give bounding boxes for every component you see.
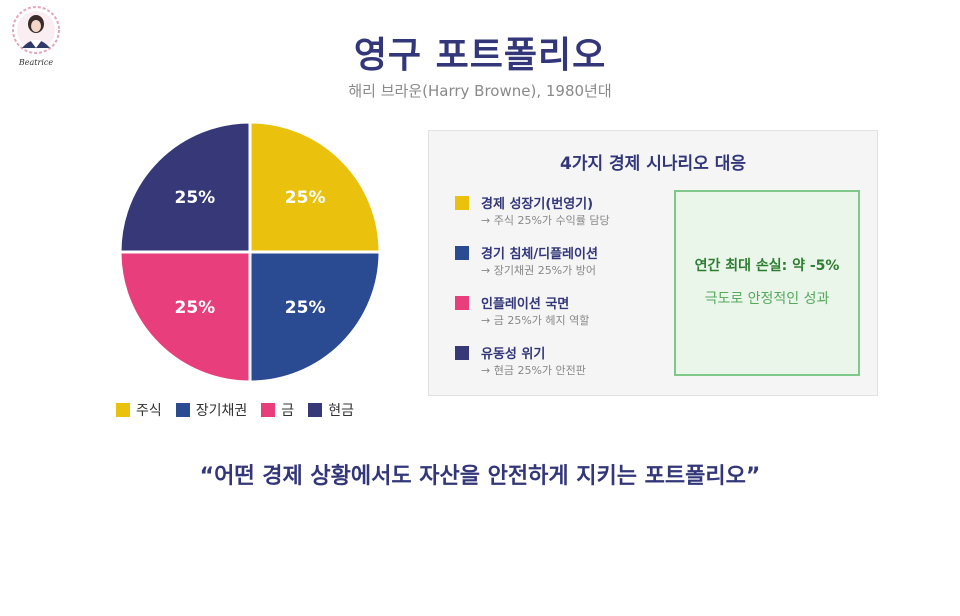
pie-slice-label-1: 25% xyxy=(285,298,326,318)
max-loss-box: 연간 최대 손실: 약 -5% 극도로 안정적인 성과 xyxy=(674,190,860,376)
scenario-desc: → 현금 25%가 안전판 xyxy=(481,364,586,377)
page-title: 영구 포트폴리오 xyxy=(353,35,607,76)
chart-legend: 주식 장기채권 금 현금 xyxy=(116,400,368,420)
legend-label: 금 xyxy=(281,403,295,419)
logo-portrait-icon xyxy=(12,6,60,54)
legend-item-cash: 현금 xyxy=(308,400,354,420)
scenario-panel-title: 4가지 경제 시나리오 대응 xyxy=(560,154,746,174)
pie-slice-1 xyxy=(248,250,382,384)
pie-slice-label-0: 25% xyxy=(285,188,326,208)
scenario-swatch xyxy=(455,246,469,260)
bottom-quote: “어떤 경제 상황에서도 자산을 안전하게 지키는 포트폴리오” xyxy=(199,464,761,489)
legend-swatch xyxy=(308,403,323,417)
page-subtitle: 해리 브라운(Harry Browne), 1980년대 xyxy=(348,82,612,100)
scenario-panel: 4가지 경제 시나리오 대응 경제 성장기(번영기) → 주식 25%가 수익률… xyxy=(428,130,878,396)
legend-item-bonds: 장기채권 xyxy=(175,400,248,420)
pie-slice-label-2: 25% xyxy=(174,298,215,318)
legend-label: 장기채권 xyxy=(195,403,248,419)
pie-slice-label-3: 25% xyxy=(174,188,215,208)
scenario-swatch xyxy=(455,196,469,210)
scenario-swatch xyxy=(455,296,469,310)
legend-swatch xyxy=(175,403,190,417)
pie-slice-0 xyxy=(248,120,382,254)
scenario-desc: → 주식 25%가 수익률 담당 xyxy=(481,214,610,227)
scenario-name: 경기 침체/디플레이션 xyxy=(481,247,598,262)
max-loss-subtitle: 극도로 안정적인 성과 xyxy=(704,291,830,307)
legend-item-gold: 금 xyxy=(261,400,294,420)
scenario-desc: → 장기채권 25%가 방어 xyxy=(481,264,596,277)
brand-logo: Beatrice xyxy=(10,4,62,72)
max-loss-title: 연간 최대 손실: 약 -5% xyxy=(694,258,840,274)
legend-swatch xyxy=(116,403,130,417)
pie-chart: 25% 25% 25% 25% xyxy=(118,120,382,384)
legend-label: 현금 xyxy=(328,403,354,419)
legend-item-stocks: 주식 xyxy=(116,400,162,420)
scenario-swatch xyxy=(455,346,469,360)
legend-label: 주식 xyxy=(136,403,162,419)
pie-slice-2 xyxy=(118,250,252,384)
scenario-name: 경제 성장기(번영기) xyxy=(481,197,594,212)
logo-script-text: Beatrice xyxy=(18,58,54,67)
scenario-name: 유동성 위기 xyxy=(481,347,546,362)
scenario-name: 인플레이션 국면 xyxy=(481,297,570,312)
pie-slice-3 xyxy=(118,120,252,254)
scenario-desc: → 금 25%가 헤지 역할 xyxy=(481,314,590,327)
legend-swatch xyxy=(261,403,276,417)
